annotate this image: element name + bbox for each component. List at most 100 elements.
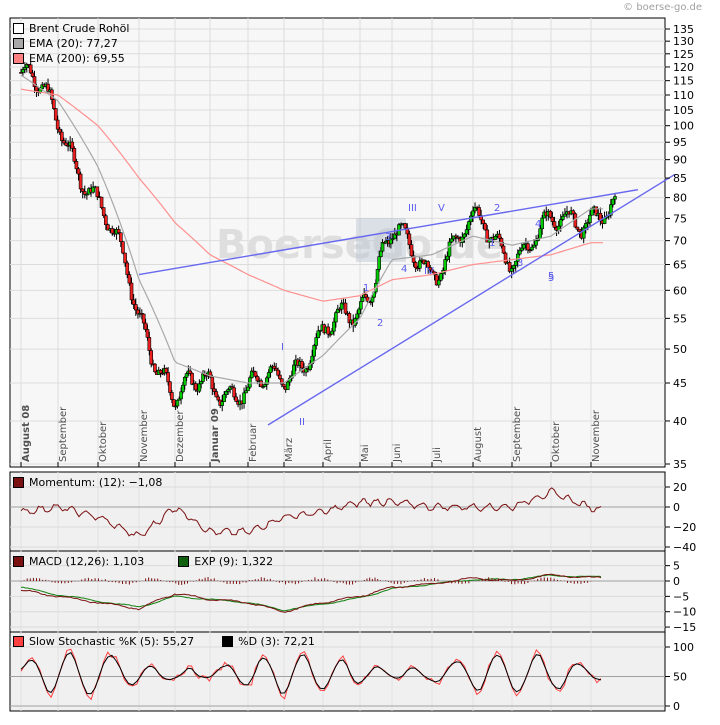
price-tick-label: 75 xyxy=(673,212,687,225)
candle-body xyxy=(158,369,163,374)
candle-body xyxy=(222,394,227,402)
legend-swatch-macd xyxy=(13,556,24,567)
candle-body xyxy=(326,326,330,335)
candle-body xyxy=(304,368,308,373)
month-label: Oktober xyxy=(551,421,562,462)
stochastic-d-line xyxy=(20,652,602,695)
candle-body xyxy=(528,249,532,252)
candle-body xyxy=(511,265,516,269)
candle-body xyxy=(575,226,580,230)
candle-body xyxy=(561,215,565,220)
wave-label: IV xyxy=(424,266,434,277)
candle-body xyxy=(513,260,518,266)
candle-body xyxy=(360,297,365,302)
candle-body xyxy=(129,282,134,301)
candle-body xyxy=(76,168,81,175)
candle-body xyxy=(332,321,336,332)
wave-label: 1 xyxy=(363,283,369,294)
candle-body xyxy=(609,204,613,216)
candle-body xyxy=(276,369,280,376)
candle-body xyxy=(281,383,286,387)
candle-body xyxy=(509,268,514,272)
legend-swatch-exp xyxy=(178,556,190,567)
price-tick-label: 80 xyxy=(673,192,687,205)
candle-body xyxy=(493,236,498,240)
candle-body xyxy=(403,223,408,229)
candle-body xyxy=(224,391,228,396)
candle-body xyxy=(481,219,485,225)
candle-body xyxy=(426,261,430,268)
candle-body xyxy=(28,64,33,74)
candle-body xyxy=(249,370,254,379)
candle-body xyxy=(526,243,530,251)
legend-swatch-ema200 xyxy=(13,53,24,64)
candle-body xyxy=(613,196,617,200)
candle-body xyxy=(473,207,477,212)
wave-label: II xyxy=(299,417,305,428)
candle-body xyxy=(558,219,563,227)
candle-body xyxy=(379,250,383,257)
price-tick-label: 60 xyxy=(673,284,687,297)
legend-label-ema200: EMA (200): 69,55 xyxy=(29,52,125,65)
candle-body xyxy=(123,252,127,264)
candle-body xyxy=(520,247,524,251)
candle-body xyxy=(104,215,108,226)
legend-row-stochastic: Slow Stochastic %K (5): 55,27 %D (3): 72… xyxy=(13,634,315,649)
wave-label: 3 xyxy=(517,258,523,269)
wave-label: V xyxy=(438,203,445,214)
main-legend: Brent Crude Rohöl EMA (20): 77,27 EMA (2… xyxy=(13,21,129,66)
candle-body xyxy=(259,380,263,388)
indicator-series xyxy=(20,487,602,701)
candle-body xyxy=(462,233,467,238)
candle-body xyxy=(21,69,25,73)
wave-label: 2 xyxy=(377,318,383,329)
legend-label-k: Slow Stochastic %K (5): 55,27 xyxy=(29,635,195,648)
wave-label: 5 xyxy=(548,273,554,284)
candle-body xyxy=(216,396,221,401)
month-label: März xyxy=(284,438,295,462)
axes: 1351301251201151101051009590858075706560… xyxy=(20,23,696,713)
price-tick-label: 70 xyxy=(673,235,687,248)
candle-body xyxy=(357,308,361,315)
macd-line xyxy=(20,573,602,613)
candle-body xyxy=(179,391,183,400)
candle-body xyxy=(52,99,56,109)
candle-body xyxy=(347,313,352,324)
candle-body xyxy=(390,238,395,241)
candle-body xyxy=(255,376,260,382)
candle-body xyxy=(188,370,193,374)
candle-body xyxy=(530,246,534,251)
candle-body xyxy=(62,140,66,144)
momentum-panel xyxy=(9,471,666,552)
candle-body xyxy=(190,373,194,385)
price-tick-label: 65 xyxy=(673,259,687,272)
candle-body xyxy=(503,252,508,264)
candle-body xyxy=(34,86,39,92)
candle-body xyxy=(30,72,35,77)
wave-label: III xyxy=(408,203,417,214)
candle-body xyxy=(121,241,125,254)
candle-body xyxy=(246,386,250,392)
price-tick-label: 110 xyxy=(673,89,694,102)
candle-body xyxy=(507,262,512,272)
candle-body xyxy=(430,269,435,273)
price-tick-label: 115 xyxy=(673,75,694,88)
candle-body xyxy=(411,255,416,263)
candle-body xyxy=(515,253,520,262)
candle-body xyxy=(330,330,334,335)
candle-body xyxy=(466,221,471,230)
price-tick-label: 130 xyxy=(673,35,694,48)
candle-body xyxy=(133,304,138,311)
candle-body xyxy=(101,207,106,217)
price-tick-label: 35 xyxy=(673,458,687,471)
month-label: April xyxy=(323,439,334,462)
candle-body xyxy=(314,337,319,346)
candle-body xyxy=(175,399,180,407)
price-tick-label: 125 xyxy=(673,48,694,61)
candle-body xyxy=(110,228,115,234)
legend-swatch-d xyxy=(222,636,234,647)
candle-body xyxy=(434,274,439,286)
stochastic-tick-label: 100 xyxy=(673,641,694,654)
candle-body xyxy=(57,128,62,133)
